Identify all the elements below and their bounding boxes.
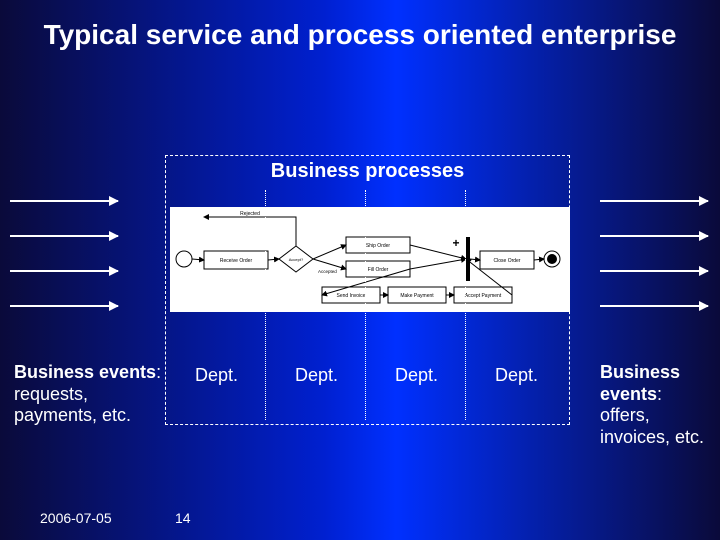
arrow-in bbox=[10, 305, 118, 307]
flowchart-svg: Receive Order Accept? Ship Order Fill Order… bbox=[170, 207, 570, 312]
right-events-text: Business events:offers,invoices, etc. bbox=[600, 362, 715, 448]
svg-text:Ship Order: Ship Order bbox=[366, 243, 391, 249]
dept-separator bbox=[465, 190, 466, 420]
svg-text:Accept Payment: Accept Payment bbox=[465, 293, 502, 299]
dept-label: Dept. bbox=[195, 365, 238, 386]
svg-text:+: + bbox=[452, 236, 459, 250]
svg-text:Rejected: Rejected bbox=[240, 211, 260, 217]
svg-text:Accepted: Accepted bbox=[318, 269, 337, 274]
dept-label: Dept. bbox=[395, 365, 438, 386]
svg-text:Accept?: Accept? bbox=[289, 257, 304, 262]
svg-text:Send Invoice: Send Invoice bbox=[337, 293, 366, 299]
dept-separator bbox=[365, 190, 366, 420]
svg-text:Receive Order: Receive Order bbox=[220, 258, 253, 264]
footer-page-number: 14 bbox=[175, 510, 191, 526]
dept-separator bbox=[265, 190, 266, 420]
arrow-out bbox=[600, 235, 708, 237]
arrow-out bbox=[600, 200, 708, 202]
arrow-in bbox=[10, 200, 118, 202]
svg-text:Close Order: Close Order bbox=[494, 258, 521, 264]
arrow-out bbox=[600, 305, 708, 307]
dept-label: Dept. bbox=[495, 365, 538, 386]
svg-text:Fill Order: Fill Order bbox=[368, 267, 389, 273]
slide-title: Typical service and process oriented ent… bbox=[0, 18, 720, 52]
arrow-out bbox=[600, 270, 708, 272]
svg-text:Make Payment: Make Payment bbox=[400, 293, 434, 299]
left-events-text: Business events:requests,payments, etc. bbox=[14, 362, 164, 427]
arrow-in bbox=[10, 270, 118, 272]
footer-date: 2006-07-05 bbox=[40, 510, 112, 526]
arrow-in bbox=[10, 235, 118, 237]
dept-label: Dept. bbox=[295, 365, 338, 386]
business-processes-label: Business processes bbox=[165, 160, 570, 183]
flowchart-panel: Receive Order Accept? Ship Order Fill Order… bbox=[170, 207, 570, 312]
